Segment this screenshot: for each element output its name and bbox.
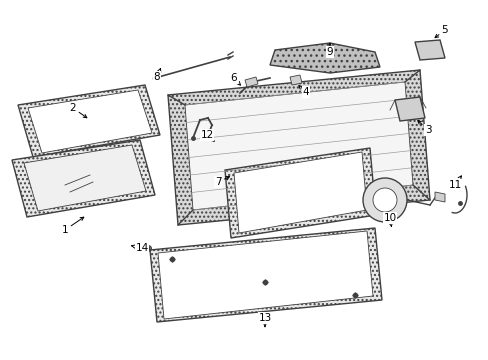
Polygon shape: [12, 140, 155, 217]
Text: 12: 12: [200, 130, 214, 141]
Polygon shape: [158, 231, 372, 319]
Text: 3: 3: [417, 121, 430, 135]
Polygon shape: [150, 228, 381, 322]
Polygon shape: [224, 148, 375, 238]
Polygon shape: [24, 145, 146, 211]
Text: 13: 13: [258, 313, 271, 327]
Polygon shape: [244, 77, 258, 87]
Polygon shape: [434, 192, 444, 202]
Text: 2: 2: [70, 103, 87, 118]
Polygon shape: [269, 43, 379, 73]
Polygon shape: [394, 97, 424, 121]
Text: 4: 4: [298, 86, 309, 97]
Polygon shape: [184, 82, 412, 210]
Polygon shape: [28, 90, 152, 153]
Polygon shape: [414, 40, 444, 60]
Polygon shape: [289, 75, 302, 85]
Text: 5: 5: [434, 25, 447, 38]
Text: 14: 14: [131, 243, 148, 253]
Polygon shape: [234, 152, 366, 233]
Text: 1: 1: [61, 217, 83, 235]
Polygon shape: [18, 85, 160, 157]
Text: 6: 6: [230, 73, 240, 85]
Text: 7: 7: [214, 176, 229, 187]
Circle shape: [372, 188, 396, 212]
Polygon shape: [168, 70, 429, 225]
Text: 11: 11: [447, 176, 461, 190]
Text: 10: 10: [383, 213, 396, 226]
Text: 8: 8: [153, 68, 161, 82]
Circle shape: [362, 178, 406, 222]
Text: 9: 9: [326, 44, 333, 57]
